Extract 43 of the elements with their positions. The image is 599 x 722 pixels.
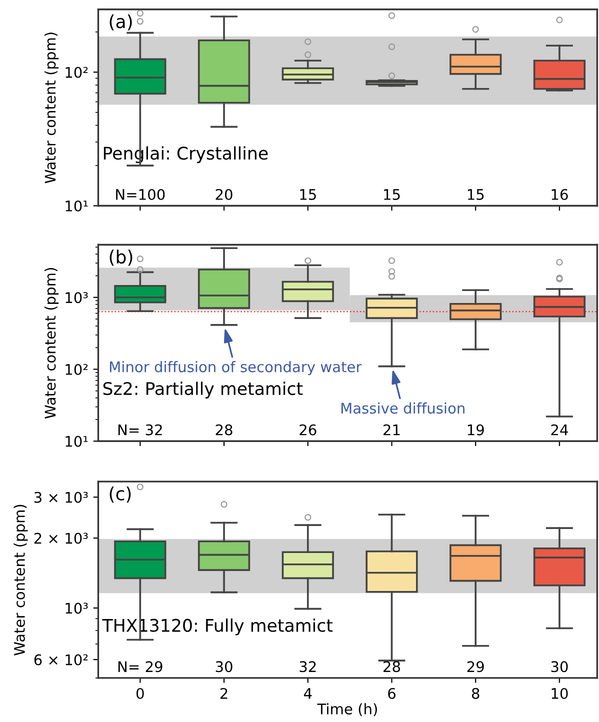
annotation: 20 [216, 188, 232, 200]
annotation: Massive diffusion [341, 402, 464, 414]
annotation: 15 [300, 189, 316, 200]
y-axis-title: Water content (ppm) [44, 268, 59, 419]
x-tick-label: 6 [388, 688, 396, 699]
annotation: Minor diffusion of secondary water [110, 361, 362, 376]
y-tick-label: 10² [66, 66, 88, 78]
y-tick-label: 6 × 10² [34, 654, 88, 666]
annotation: N= 32 [118, 424, 162, 436]
chart-title: (c) [110, 486, 131, 503]
annotation: N=100 [116, 188, 165, 200]
annotation: 28 [384, 661, 400, 672]
annotation: 19 [468, 424, 484, 436]
annotation: 21 [384, 424, 400, 436]
y-tick-label: 2 × 10³ [34, 532, 88, 544]
x-axis-title: Time (h) [317, 703, 377, 716]
y-tick-label: 10³ [66, 602, 88, 614]
y-tick-label: 10¹ [66, 436, 88, 447]
annotation: N= 29 [118, 661, 162, 672]
x-tick-label: 0 [136, 688, 144, 699]
annotation: 30 [551, 661, 568, 672]
annotation: 30 [216, 661, 232, 672]
x-tick-label: 2 [220, 688, 228, 699]
chart-title: (b) [110, 250, 132, 266]
annotation: 15 [468, 189, 484, 200]
annotation: Sz2: Partially metamict [103, 382, 303, 398]
x-tick-label: 8 [472, 688, 480, 699]
x-tick-label: 10 [552, 688, 568, 699]
y-axis-title: Water content (ppm) [44, 32, 59, 184]
y-axis-title: Water content (ppm) [14, 504, 28, 656]
annotation: 15 [384, 189, 400, 200]
y-tick-label: 10¹ [66, 200, 88, 212]
annotation: 24 [551, 424, 568, 436]
y-tick-label: 3 × 10³ [34, 492, 88, 503]
y-tick-label: 10² [66, 364, 88, 376]
annotation: 16 [552, 188, 568, 200]
chart-title: (a) [110, 14, 132, 30]
x-tick-label: 4 [304, 688, 312, 699]
annotation: 32 [300, 661, 316, 672]
annotation: 29 [467, 661, 484, 672]
y-tick-label: 10³ [66, 292, 88, 304]
annotation: 28 [216, 424, 232, 436]
annotation: 26 [300, 424, 316, 436]
